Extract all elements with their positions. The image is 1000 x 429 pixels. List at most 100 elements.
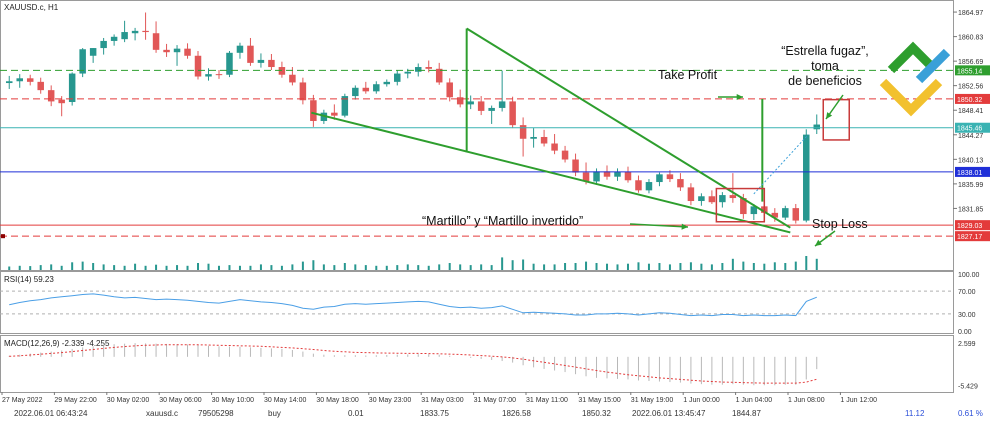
hammer-arrow-shaft — [629, 223, 689, 228]
rsi-pane[interactable] — [0, 271, 954, 334]
candle-body — [666, 174, 674, 180]
candle[interactable] — [551, 134, 558, 155]
candle[interactable] — [519, 117, 527, 157]
candle[interactable] — [310, 94, 317, 127]
shooting-star-arrow — [825, 94, 844, 120]
price-tick-label: 1831.85 — [958, 206, 983, 213]
candle[interactable] — [100, 37, 107, 55]
candle[interactable] — [173, 45, 181, 66]
volume-bar — [113, 265, 116, 270]
candle[interactable] — [509, 96, 516, 129]
candle[interactable] — [121, 20, 128, 43]
candle[interactable] — [226, 51, 233, 78]
candle[interactable] — [603, 165, 611, 180]
candle-body — [771, 212, 779, 218]
candle[interactable] — [152, 21, 160, 53]
candle[interactable] — [58, 96, 65, 117]
candle[interactable] — [331, 104, 338, 120]
candle[interactable] — [498, 70, 506, 112]
candle[interactable] — [456, 89, 464, 108]
candle[interactable] — [299, 77, 307, 105]
candle[interactable] — [614, 168, 621, 181]
price-label-text: 1838.01 — [957, 170, 982, 177]
candle[interactable] — [803, 129, 810, 223]
candle[interactable] — [446, 78, 453, 102]
candle[interactable] — [750, 203, 758, 220]
candle[interactable] — [394, 69, 401, 86]
candle[interactable] — [247, 37, 254, 66]
candle[interactable] — [593, 168, 600, 186]
candle[interactable] — [698, 193, 705, 206]
candle[interactable] — [488, 105, 495, 124]
candle[interactable] — [215, 69, 223, 79]
candle[interactable] — [142, 12, 149, 40]
candle[interactable] — [131, 27, 139, 41]
candle[interactable] — [677, 173, 684, 191]
candle[interactable] — [540, 129, 548, 147]
candle[interactable] — [708, 190, 716, 204]
candle[interactable] — [624, 166, 632, 183]
candle[interactable] — [719, 192, 726, 208]
candle-body — [813, 124, 821, 130]
candle-body — [414, 67, 422, 72]
candle[interactable] — [813, 114, 821, 135]
candle[interactable] — [5, 75, 13, 89]
candle[interactable] — [352, 85, 359, 100]
rsi-tick-label: 0.00 — [958, 329, 972, 336]
volume-bar — [18, 265, 21, 270]
volume-bar — [427, 265, 430, 270]
candle[interactable] — [530, 128, 537, 148]
candle-body — [47, 90, 55, 102]
candle[interactable] — [236, 42, 244, 59]
candle[interactable] — [184, 43, 191, 59]
candle[interactable] — [79, 48, 86, 78]
candle-body — [268, 59, 275, 68]
candle-body — [540, 136, 548, 144]
candle[interactable] — [477, 96, 485, 116]
time-tick-label: 30 May 06:00 — [159, 397, 202, 404]
wedge-upper-line — [466, 27, 791, 229]
candle[interactable] — [89, 48, 97, 63]
candle-body — [425, 67, 432, 69]
candle[interactable] — [37, 77, 44, 94]
candle[interactable] — [792, 203, 800, 224]
time-tick-label: 31 May 07:00 — [474, 397, 517, 404]
candle[interactable] — [16, 74, 23, 88]
candle[interactable] — [645, 179, 653, 194]
candle[interactable] — [47, 85, 55, 107]
candle[interactable] — [26, 74, 34, 86]
macd-pane[interactable] — [0, 335, 954, 393]
candle[interactable] — [278, 61, 286, 78]
candle[interactable] — [771, 208, 779, 222]
price-tick-label: 1844.27 — [958, 133, 983, 140]
candle-body — [645, 182, 653, 191]
candle[interactable] — [561, 145, 569, 163]
candle[interactable] — [373, 81, 380, 94]
candle[interactable] — [205, 68, 212, 81]
candle[interactable] — [687, 183, 695, 206]
candle[interactable] — [383, 79, 391, 87]
candle-body — [593, 171, 600, 182]
candle[interactable] — [257, 53, 265, 68]
hammer-label: “Martillo” y “Martillo invertido” — [422, 214, 583, 228]
candle[interactable] — [268, 53, 275, 70]
candle-body — [68, 73, 76, 103]
candle[interactable] — [362, 81, 370, 94]
candle[interactable] — [467, 95, 474, 110]
candle[interactable] — [194, 51, 202, 80]
candle[interactable] — [110, 34, 118, 46]
main-price-pane[interactable] — [0, 0, 954, 271]
candle[interactable] — [435, 62, 443, 85]
candle[interactable] — [341, 93, 349, 118]
candle[interactable] — [635, 175, 642, 193]
candle[interactable] — [656, 172, 663, 187]
candle[interactable] — [163, 43, 170, 57]
stop-loss-label-line: Stop Loss — [812, 217, 868, 231]
macd-signal-line — [9, 344, 817, 384]
time-tick-label: 31 May 15:00 — [578, 397, 621, 404]
candle[interactable] — [782, 205, 789, 220]
current-price-line-label: 1845.46 — [955, 122, 990, 133]
candle[interactable] — [425, 60, 432, 73]
candle[interactable] — [68, 72, 76, 106]
